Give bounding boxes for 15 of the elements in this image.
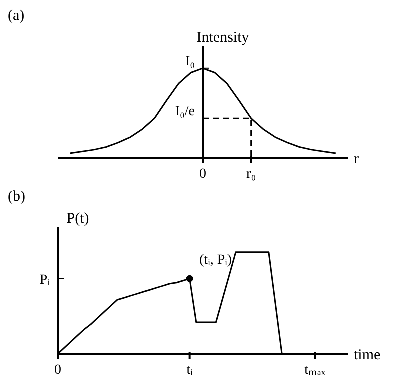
annotation: (tᵢ, Pᵢ) bbox=[200, 252, 232, 268]
x-tick-label: tᵢ bbox=[186, 363, 194, 378]
y-axis-title: P(t) bbox=[66, 211, 90, 227]
y-axis-title: Intensity bbox=[196, 30, 250, 46]
ref-line-label: Pᵢ bbox=[40, 272, 51, 288]
x-tick-label: tₘₐₓ bbox=[304, 363, 326, 378]
x-axis-title: time bbox=[354, 347, 381, 364]
annotation: I₀ bbox=[185, 54, 196, 70]
x-tick-label: 0 bbox=[200, 167, 206, 182]
x-tick-label: r₀ bbox=[246, 167, 256, 182]
chart-title: (a) bbox=[8, 8, 26, 24]
annotation: I₀/e bbox=[175, 104, 195, 120]
x-tick-label: 0 bbox=[54, 363, 62, 378]
x-axis-title: r bbox=[354, 151, 359, 168]
chart-title: (b) bbox=[8, 189, 26, 205]
